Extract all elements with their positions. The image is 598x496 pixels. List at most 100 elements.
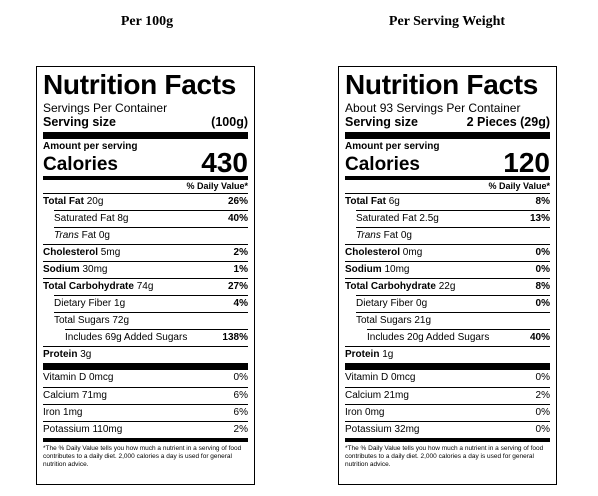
total-fat-row: Total Fat 6g 8% [345, 193, 550, 210]
nutrient-name: Protein [43, 349, 78, 360]
divider-thick [345, 132, 550, 139]
servings-per-container: About 93 Servings Per Container [345, 101, 521, 115]
calories-label: Calories [345, 154, 420, 175]
nutrient-dv: 1% [233, 264, 248, 275]
protein-row: Protein 1g [345, 346, 550, 363]
vitamin-dv: 2% [233, 424, 248, 435]
vitamin-name: Iron 0mg [345, 407, 385, 418]
nutrient-dv: 26% [227, 196, 248, 207]
nutrient-name: Total Fat [345, 196, 386, 207]
nutrient-dv: 4% [233, 298, 248, 309]
vitamin-name: Calcium 21mg [345, 390, 409, 401]
servings-per-container: Servings Per Container [43, 101, 168, 115]
vitamin-name: Calcium 71mg [43, 390, 107, 401]
calories-row: Calories 430 [43, 147, 248, 178]
serving-size-value: (100g) [211, 115, 248, 129]
divider-thick [43, 132, 248, 139]
daily-value-footnote: *The % Daily Value tells you how much a … [345, 445, 544, 468]
daily-value-header: % Daily Value* [186, 181, 248, 191]
vitamin-row: Iron 1mg 6% [43, 404, 248, 421]
vitamin-dv: 0% [535, 424, 550, 435]
serving-size-label: Serving size [345, 115, 418, 129]
nutrient-dv: 8% [535, 196, 550, 207]
nutrient-name: Protein [345, 349, 380, 360]
total-carbohydrate-row: Total Carbohydrate 22g 8% [345, 278, 550, 295]
nutrient-amount: 10mg [384, 264, 410, 275]
vitamin-name: Potassium 32mg [345, 424, 420, 435]
amount-per-serving: Amount per serving [345, 141, 440, 152]
vitamin-row: Vitamin D 0mcg 0% [345, 370, 550, 387]
nutrient-name: Dietary Fiber 1g [54, 298, 126, 309]
per-serving-heading: Per Serving Weight [388, 14, 506, 29]
divider-medium [345, 438, 550, 442]
nutrient-name: Includes 69g Added Sugars [65, 332, 188, 343]
nutrition-facts-title: Nutrition Facts [345, 69, 539, 100]
nutrient-amount: 30mg [82, 264, 108, 275]
vitamin-row: Iron 0mg 0% [345, 404, 550, 421]
nutrient-name: Total Carbohydrate [43, 281, 134, 292]
nutrient-amount: 74g [136, 281, 154, 292]
nutrient-amount: Fat 0g [81, 230, 110, 241]
total-sugars-row: Total Sugars 72g [54, 312, 248, 329]
vitamins-list: Vitamin D 0mcg 0% Calcium 71mg 6% Iron 1… [43, 370, 248, 438]
total-sugars-row: Total Sugars 21g [356, 312, 550, 329]
divider-medium [43, 176, 248, 180]
vitamin-row: Calcium 21mg 2% [345, 387, 550, 404]
nutrient-amount: Fat 0g [383, 230, 412, 241]
nutrient-name: Total Sugars 72g [54, 315, 130, 326]
nutrient-amount: 0mg [402, 247, 423, 258]
nutrient-name: Saturated Fat 2.5g [356, 213, 439, 224]
nutrient-dv: 40% [529, 332, 550, 343]
nutrient-amount: 20g [86, 196, 104, 207]
vitamin-row: Potassium 32mg 0% [345, 421, 550, 438]
nutrient-dv: 40% [227, 213, 248, 224]
calories-value: 120 [503, 147, 550, 178]
nutrition-label-per-serving: Nutrition Facts About 93 Servings Per Co… [338, 66, 557, 485]
nutrient-dv: 0% [535, 298, 550, 309]
nutrient-dv: 0% [535, 247, 550, 258]
added-sugars-row: Includes 20g Added Sugars 40% [367, 329, 550, 346]
nutrient-dv: 138% [222, 332, 248, 343]
nutrient-name: Trans [356, 230, 381, 241]
nutrient-dv: 27% [227, 281, 248, 292]
vitamin-name: Vitamin D 0mcg [43, 372, 114, 383]
nutrient-name: Saturated Fat 8g [54, 213, 129, 224]
dietary-fiber-row: Dietary Fiber 1g 4% [54, 295, 248, 312]
vitamin-dv: 6% [233, 390, 248, 401]
nutrient-amount: 1g [382, 349, 394, 360]
vitamin-dv: 0% [535, 372, 550, 383]
serving-size-value: 2 Pieces (29g) [466, 115, 550, 129]
per-100g-heading: Per 100g [120, 14, 174, 29]
added-sugars-row: Includes 69g Added Sugars 138% [65, 329, 248, 346]
vitamin-row: Calcium 71mg 6% [43, 387, 248, 404]
calories-label: Calories [43, 154, 118, 175]
divider-thick [43, 363, 248, 370]
vitamin-dv: 2% [535, 390, 550, 401]
total-fat-row: Total Fat 20g 26% [43, 193, 248, 210]
trans-fat-row: Trans Fat 0g [54, 227, 248, 244]
calories-row: Calories 120 [345, 147, 550, 178]
saturated-fat-row: Saturated Fat 2.5g 13% [356, 210, 550, 227]
sodium-row: Sodium 30mg 1% [43, 261, 248, 278]
nutrient-name: Sodium [345, 264, 382, 275]
nutrient-name: Sodium [43, 264, 80, 275]
total-carbohydrate-row: Total Carbohydrate 74g 27% [43, 278, 248, 295]
cholesterol-row: Cholesterol 5mg 2% [43, 244, 248, 261]
vitamin-row: Vitamin D 0mcg 0% [43, 370, 248, 387]
protein-row: Protein 3g [43, 346, 248, 363]
vitamin-name: Vitamin D 0mcg [345, 372, 416, 383]
serving-size-label: Serving size [43, 115, 116, 129]
cholesterol-row: Cholesterol 0mg 0% [345, 244, 550, 261]
nutrient-dv: 13% [529, 213, 550, 224]
vitamin-dv: 6% [233, 407, 248, 418]
calories-value: 430 [201, 147, 248, 178]
vitamins-list: Vitamin D 0mcg 0% Calcium 21mg 2% Iron 0… [345, 370, 550, 438]
vitamin-dv: 0% [233, 372, 248, 383]
daily-value-footnote: *The % Daily Value tells you how much a … [43, 445, 242, 468]
amount-per-serving: Amount per serving [43, 141, 138, 152]
sodium-row: Sodium 10mg 0% [345, 261, 550, 278]
nutrient-name: Dietary Fiber 0g [356, 298, 428, 309]
nutrient-name: Includes 20g Added Sugars [367, 332, 490, 343]
serving-size-row: Serving size (100g) [43, 115, 248, 130]
nutrient-dv: 2% [233, 247, 248, 258]
